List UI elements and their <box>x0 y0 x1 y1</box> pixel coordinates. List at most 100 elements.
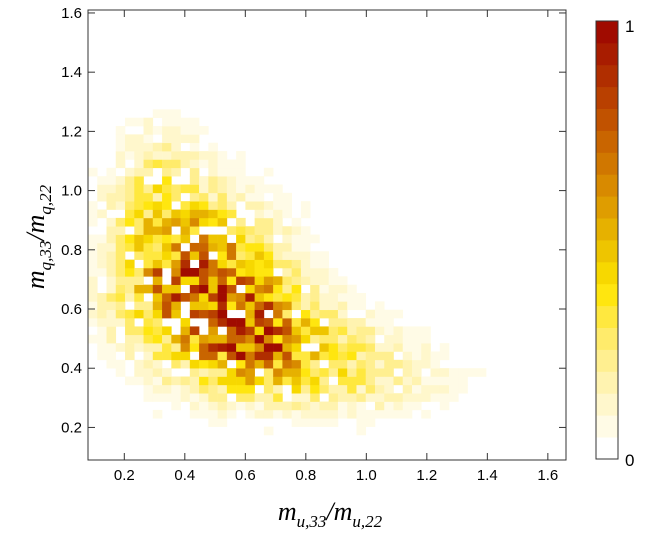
heatmap-cell <box>88 259 98 269</box>
heatmap-cell <box>328 284 339 294</box>
heatmap-cell <box>134 359 144 369</box>
heatmap-cell <box>134 284 144 294</box>
heatmap-cell <box>162 259 172 269</box>
heatmap-cell <box>226 276 237 285</box>
heatmap-cell <box>356 334 367 344</box>
x-label-den-sub: u,22 <box>352 512 382 531</box>
heatmap-cell <box>384 384 394 394</box>
heatmap-cell <box>171 192 181 202</box>
heatmap-cell <box>310 393 320 402</box>
x-tick-label: 1.2 <box>416 467 437 484</box>
heatmap-cell <box>97 234 107 244</box>
colorbar-segment <box>596 261 618 285</box>
heatmap-cell <box>439 384 450 394</box>
heatmap-cell <box>162 293 172 302</box>
heatmap-cell <box>152 226 163 235</box>
heatmap-cell <box>236 151 246 160</box>
heatmap-cell <box>328 409 339 419</box>
heatmap-cell <box>199 259 209 269</box>
heatmap-cell <box>263 242 274 252</box>
heatmap-cell <box>263 267 274 277</box>
heatmap-cell <box>217 209 228 219</box>
heatmap-cell <box>254 242 265 252</box>
heatmap-cell <box>337 293 348 302</box>
heatmap-cell <box>245 376 255 386</box>
heatmap-cell <box>97 309 107 319</box>
heatmap-cell <box>282 234 292 244</box>
heatmap-cell <box>254 326 265 336</box>
heatmap-cell <box>337 301 348 311</box>
heatmap-cell <box>337 334 348 344</box>
heatmap-cell <box>125 276 135 285</box>
heatmap-cell <box>365 334 376 344</box>
heatmap-cell <box>310 351 320 361</box>
heatmap-cell <box>476 368 487 377</box>
heatmap-cell <box>217 409 228 419</box>
heatmap-cell <box>273 251 283 260</box>
heatmap-cell <box>365 368 376 377</box>
heatmap-cell <box>254 234 265 244</box>
heatmap-cell <box>439 376 450 386</box>
heatmap-cell <box>217 201 228 210</box>
x-label-slash: / <box>324 497 336 526</box>
heatmap-cell <box>134 293 144 302</box>
heatmap-cell <box>347 359 357 369</box>
heatmap-cell <box>208 267 218 277</box>
heatmap-cell <box>125 234 135 244</box>
heatmap-cell <box>134 242 144 252</box>
heatmap-cell <box>134 334 144 344</box>
heatmap-cell <box>226 192 237 202</box>
heatmap-cell <box>171 351 181 361</box>
heatmap-cell <box>97 192 107 202</box>
heatmap-cell <box>143 251 154 260</box>
heatmap-cell <box>458 368 468 377</box>
heatmap-cell <box>152 234 163 244</box>
heatmap-cell <box>384 351 394 361</box>
y-tick-label: 0.8 <box>61 242 82 259</box>
heatmap-cell <box>208 326 218 336</box>
heatmap-cell <box>439 368 450 377</box>
heatmap-cell <box>254 343 265 352</box>
heatmap-cell <box>106 359 117 369</box>
heatmap-cell <box>310 359 320 369</box>
colorbar-segment <box>596 108 618 131</box>
heatmap-cell <box>263 293 274 302</box>
heatmap-cell <box>273 226 283 235</box>
heatmap-cell <box>291 284 302 294</box>
heatmap-cell <box>189 309 200 319</box>
colorbar-segment <box>596 437 618 460</box>
heatmap-cell <box>374 393 385 402</box>
heatmap-cell <box>328 401 339 411</box>
heatmap-cell <box>171 234 181 244</box>
heatmap-cell <box>263 284 274 294</box>
heatmap-cell <box>152 368 163 377</box>
heatmap-cell <box>180 226 191 235</box>
heatmap-cell <box>162 351 172 361</box>
heatmap-cell <box>217 242 228 252</box>
heatmap-cell <box>125 293 135 302</box>
heatmap-cell <box>384 359 394 369</box>
heatmap-cell <box>337 351 348 361</box>
heatmap-cell <box>152 142 163 152</box>
heatmap-cell <box>263 234 274 244</box>
heatmap-cell <box>421 409 431 419</box>
heatmap-cell <box>208 217 218 227</box>
heatmap-cell <box>152 326 163 336</box>
heatmap-cell <box>384 393 394 402</box>
heatmap-cell <box>226 284 237 294</box>
heatmap-cell <box>337 276 348 285</box>
heatmap-cell <box>245 309 255 319</box>
heatmap-cell <box>328 267 339 277</box>
heatmap-cell <box>282 293 292 302</box>
heatmap-cell <box>208 368 218 377</box>
heatmap-cell <box>106 184 117 194</box>
heatmap-cell <box>374 376 385 386</box>
heatmap-cell <box>236 401 246 411</box>
heatmap-cell <box>180 334 191 344</box>
heatmap-cell <box>337 401 348 411</box>
heatmap-cell <box>236 259 246 269</box>
heatmap-cell <box>365 359 376 369</box>
heatmap-cell <box>106 201 117 210</box>
heatmap-cell <box>273 359 283 369</box>
heatmap-cell <box>106 351 117 361</box>
